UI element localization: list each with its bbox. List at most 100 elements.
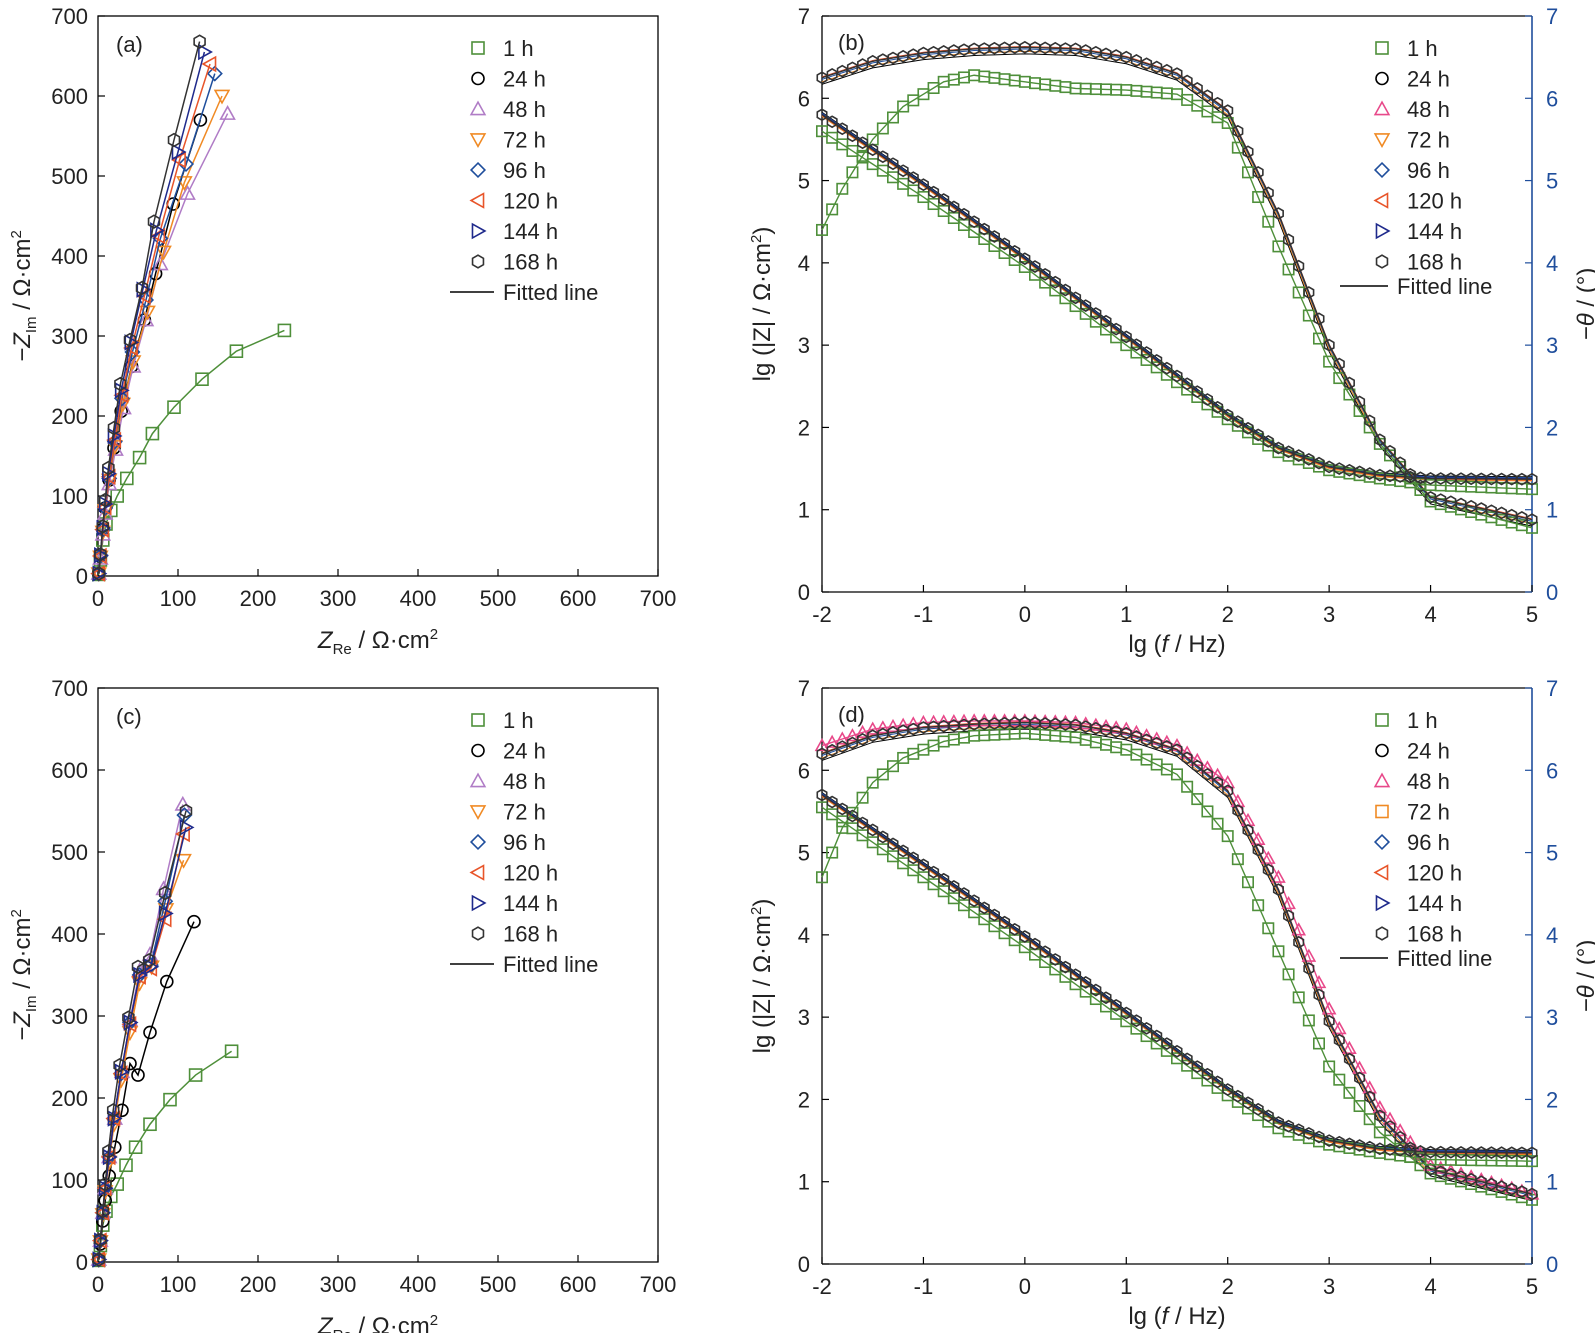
legend-marker — [1375, 804, 1389, 819]
marker-phase-48h — [885, 718, 901, 733]
y-tick-label-right: 5 — [1546, 169, 1558, 194]
marker-phase-48h — [1321, 1001, 1337, 1015]
y-axis-title-right: −θ / (°) — [1573, 940, 1595, 1013]
marker-phase-1h — [1384, 449, 1397, 462]
x-tick-label: 400 — [400, 1272, 437, 1297]
fit-line-168h — [98, 41, 201, 574]
marker-modulus-168h — [1181, 377, 1193, 391]
marker-168h — [96, 519, 110, 534]
legend-marker — [1375, 894, 1391, 912]
marker-phase-1h — [886, 760, 899, 773]
marker-phase-168h — [1191, 759, 1203, 773]
x-tick-label: 2 — [1222, 602, 1234, 627]
marker-phase-1h — [1323, 1060, 1336, 1073]
y-tick-label-left: 2 — [798, 415, 810, 440]
y-axis-title: −ZIm / Ω·cm2 — [8, 230, 40, 362]
x-tick-label: 4 — [1424, 602, 1436, 627]
y-tick-label-left: 3 — [798, 1005, 810, 1030]
marker-72h — [139, 305, 156, 321]
marker-modulus-168h — [1151, 1029, 1163, 1043]
y-tick-label: 700 — [51, 4, 88, 29]
marker-phase-48h — [1494, 1177, 1509, 1192]
marker-phase-1h — [815, 223, 828, 236]
legend-label: 1 h — [503, 708, 534, 733]
marker-phase-1h — [1181, 780, 1194, 793]
legend-marker — [469, 833, 487, 851]
legend-marker — [1375, 222, 1391, 240]
marker-168h — [123, 332, 137, 348]
marker-modulus-168h — [887, 157, 899, 171]
marker-phase-168h — [1171, 67, 1183, 80]
marker-144h — [198, 43, 213, 61]
y-tick-label: 0 — [76, 1250, 88, 1275]
marker-phase-168h — [1465, 1172, 1477, 1186]
legend-marker — [1373, 772, 1391, 788]
fit-line-modulus-168h — [821, 114, 1533, 480]
marker-modulus-1h — [957, 899, 970, 912]
marker-modulus-168h — [846, 809, 858, 823]
y-tick-label-right: 3 — [1546, 333, 1558, 358]
legend-label: 48 h — [503, 769, 546, 794]
marker-phase-1h — [1343, 1086, 1356, 1099]
plot-frame — [97, 687, 659, 1263]
marker-modulus-168h — [1526, 1146, 1538, 1160]
marker-phase-168h — [1222, 784, 1234, 798]
marker-phase-168h — [1283, 909, 1295, 923]
legend-label: 168 h — [503, 250, 558, 275]
marker-modulus-168h — [1354, 1139, 1366, 1152]
x-axis-title: lg (f / Hz) — [1128, 1303, 1225, 1330]
y-tick-label-left: 1 — [798, 1170, 810, 1195]
marker-modulus-168h — [1019, 930, 1031, 943]
marker-modulus-168h — [1323, 460, 1335, 474]
marker-modulus-168h — [1222, 1083, 1234, 1096]
marker-phase-168h — [1110, 725, 1122, 738]
marker-72h — [175, 853, 192, 869]
legend-marker — [469, 864, 485, 881]
y-tick-label-left: 5 — [798, 841, 810, 866]
marker-phase-168h — [1313, 312, 1325, 326]
marker-phase-168h — [1070, 718, 1082, 732]
marker-phase-168h — [1354, 395, 1366, 409]
marker-phase-168h — [1445, 495, 1457, 509]
marker-phase-168h — [1425, 490, 1437, 504]
marker-168h — [193, 34, 206, 49]
marker-modulus-168h — [907, 171, 919, 185]
x-tick-label: 700 — [640, 586, 677, 611]
marker-phase-168h — [1262, 186, 1274, 200]
marker-modulus-1h — [866, 836, 879, 849]
marker-phase-1h — [1252, 191, 1265, 204]
marker-phase-1h — [1231, 141, 1244, 154]
y-tick-label-right: 0 — [1546, 580, 1558, 605]
y-tick-label-right: 6 — [1546, 758, 1558, 783]
marker-modulus-168h — [1293, 449, 1305, 462]
legend-label: 120 h — [1407, 189, 1462, 214]
marker-modulus-1h — [886, 850, 899, 863]
marker-modulus-168h — [877, 150, 889, 164]
panel-d-bode: -2 -1 0 1 2 3 4 50 01 12 23 34 45 56 67 7(d)lg (f / Hz)… — [748, 676, 1595, 1330]
panel-a-nyquist: 0 100 200 300 400 500 600 700 0 100 200 300 400 500 60… — [8, 4, 676, 658]
y-tick-label: 200 — [51, 1086, 88, 1111]
marker-phase-1h — [1272, 945, 1285, 958]
marker-72h — [213, 89, 231, 105]
x-tick-label: -2 — [812, 602, 832, 627]
marker-phase-168h — [1242, 823, 1254, 837]
marker-modulus-168h — [1364, 467, 1376, 480]
marker-modulus-168h — [1059, 960, 1071, 974]
x-axis-title: ZRe / Ω·cm2 — [317, 626, 438, 658]
marker-phase-1h — [1373, 1126, 1386, 1139]
marker-1h — [143, 1117, 157, 1132]
y-tick-label: 0 — [76, 564, 88, 589]
marker-168h — [102, 460, 115, 476]
marker-modulus-168h — [1242, 421, 1254, 435]
x-tick-label: 1 — [1120, 1274, 1132, 1299]
marker-modulus-168h — [948, 880, 960, 893]
marker-modulus-168h — [928, 185, 940, 199]
y-tick-label: 600 — [51, 758, 88, 783]
marker-144h — [107, 427, 123, 445]
marker-phase-1h — [826, 203, 839, 216]
marker-modulus-168h — [978, 222, 990, 236]
marker-phase-1h — [1302, 1014, 1315, 1027]
marker-phase-168h — [1384, 1120, 1396, 1133]
marker-phase-168h — [1161, 740, 1173, 753]
y-tick-label-left: 4 — [798, 923, 810, 948]
